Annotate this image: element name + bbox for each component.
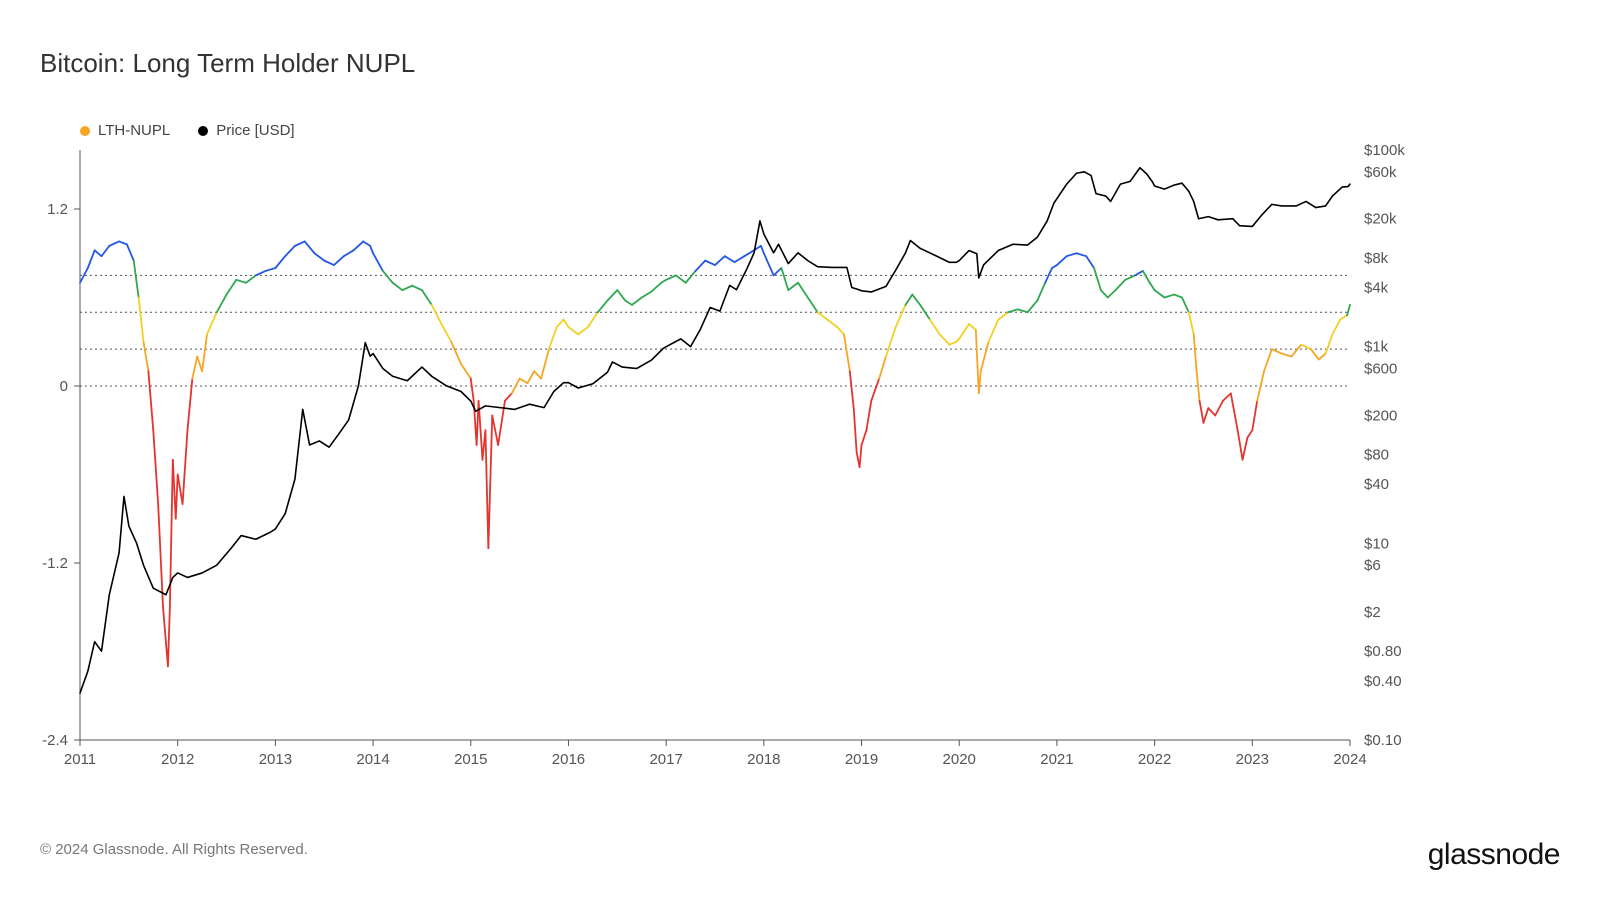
svg-text:$40: $40 [1364,476,1389,493]
svg-text:2020: 2020 [943,751,976,768]
svg-text:2015: 2015 [454,751,487,768]
svg-text:$20k: $20k [1364,211,1397,228]
price-series [80,168,1350,693]
footer-copyright: © 2024 Glassnode. All Rights Reserved. [40,841,308,858]
svg-text:2011: 2011 [64,751,96,768]
svg-text:2013: 2013 [259,751,292,768]
svg-text:2016: 2016 [552,751,585,768]
svg-text:$200: $200 [1364,407,1397,424]
svg-text:2021: 2021 [1040,751,1073,768]
svg-text:$100k: $100k [1364,142,1405,159]
svg-text:2017: 2017 [649,751,682,768]
chart-plot: -2.4 -1.2 0 1.2 $0.10 $0.40 $0.80 $2 $6 $10 $40 $80… [0,0,1600,900]
svg-text:$80: $80 [1364,447,1389,464]
svg-text:$10: $10 [1364,535,1389,552]
svg-text:0: 0 [60,378,68,395]
svg-text:1.2: 1.2 [47,201,68,218]
svg-text:$0.40: $0.40 [1364,673,1402,690]
svg-text:$2: $2 [1364,604,1381,621]
svg-text:$6: $6 [1364,557,1381,574]
svg-text:$8k: $8k [1364,250,1389,267]
svg-text:$1k: $1k [1364,339,1389,356]
nupl-series [80,241,1350,666]
svg-text:$4k: $4k [1364,279,1389,296]
svg-text:2023: 2023 [1236,751,1269,768]
chart-container: Bitcoin: Long Term Holder NUPL LTH-NUPL … [0,0,1600,900]
svg-text:2024: 2024 [1333,751,1366,768]
svg-text:$60k: $60k [1364,164,1397,181]
svg-text:$0.80: $0.80 [1364,643,1402,660]
svg-text:$0.10: $0.10 [1364,732,1402,749]
svg-text:2012: 2012 [161,751,194,768]
svg-text:-1.2: -1.2 [42,555,68,572]
svg-text:2022: 2022 [1138,751,1171,768]
svg-text:2014: 2014 [356,751,389,768]
svg-text:2019: 2019 [845,751,878,768]
footer-brand: glassnode [1428,838,1560,872]
svg-text:-2.4: -2.4 [42,732,68,749]
svg-text:2018: 2018 [747,751,780,768]
svg-text:$600: $600 [1364,360,1397,377]
